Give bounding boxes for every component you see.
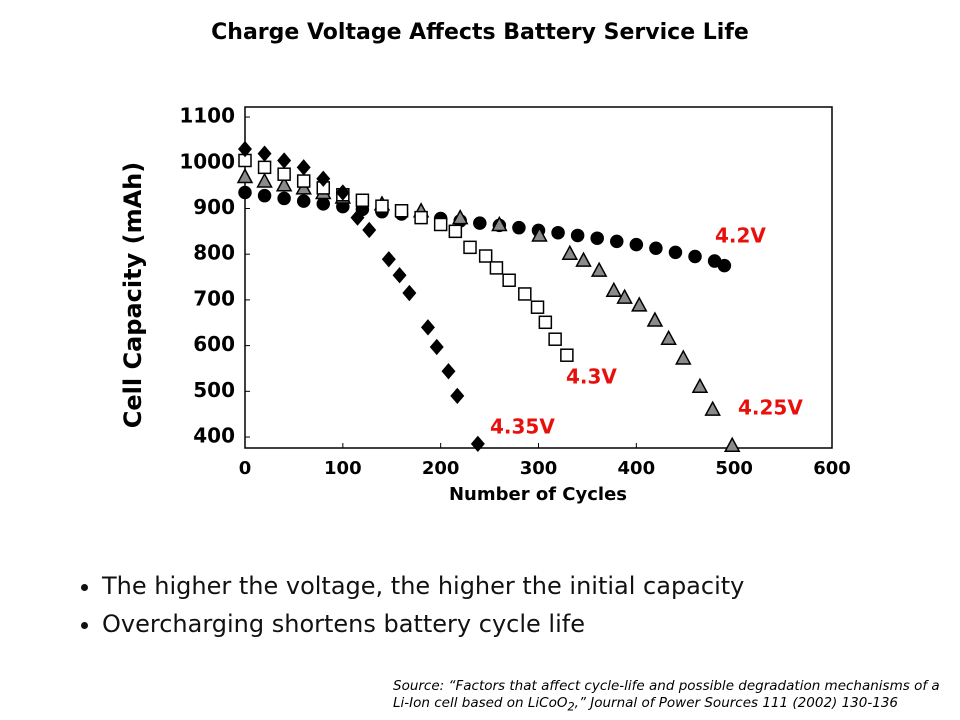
series-label: 4.2V [715, 224, 766, 248]
point [649, 241, 663, 255]
point [463, 240, 477, 255]
point [277, 152, 292, 169]
bullet: The higher the voltage, the higher the i… [102, 572, 744, 600]
point [478, 249, 493, 263]
point [414, 210, 428, 225]
point [590, 261, 608, 277]
point [238, 140, 252, 158]
point [631, 296, 648, 312]
point [605, 281, 623, 298]
x-tick-label: 300 [520, 458, 558, 479]
bullet: Overcharging shortens battery cycle life [102, 610, 744, 638]
point [350, 209, 365, 226]
point [704, 400, 721, 416]
point [420, 319, 435, 336]
point [688, 249, 702, 264]
y-tick-label: 700 [193, 286, 235, 310]
y-tick-label: 900 [193, 195, 235, 219]
point [629, 237, 644, 252]
point [675, 349, 692, 365]
point [257, 188, 272, 203]
bullet-list: The higher the voltage, the higher the i… [62, 572, 744, 648]
point [257, 145, 272, 162]
point [489, 261, 504, 275]
point [660, 329, 677, 346]
point [717, 258, 732, 273]
point [277, 167, 291, 181]
point [441, 363, 456, 380]
point [502, 273, 516, 287]
point [236, 167, 254, 184]
source-note: Source: “Factors that affect cycle-life … [393, 678, 953, 716]
point [590, 231, 604, 245]
x-tick-label: 400 [618, 458, 656, 479]
point [470, 435, 485, 453]
point [362, 221, 377, 239]
point [668, 245, 683, 260]
y-tick-label: 800 [193, 241, 235, 265]
point [277, 191, 291, 206]
point [491, 215, 508, 232]
point [561, 244, 579, 261]
series-label: 4.35V [490, 415, 555, 439]
point [530, 300, 545, 314]
x-tick-label: 100 [324, 458, 362, 479]
chart: Charge Voltage Affects Battery Service L… [119, 20, 851, 505]
y-tick-label: 1100 [179, 104, 235, 128]
x-tick-label: 500 [715, 458, 753, 479]
point [551, 225, 565, 240]
point [296, 194, 311, 208]
point [560, 348, 574, 362]
point [335, 184, 350, 201]
point [450, 387, 465, 405]
point [512, 220, 526, 235]
point [296, 174, 311, 188]
point [394, 204, 409, 218]
point [238, 185, 252, 200]
point [257, 160, 272, 175]
point [451, 209, 469, 225]
point [296, 159, 311, 176]
point [473, 216, 487, 230]
point [531, 226, 548, 242]
series-label: 4.3V [566, 365, 617, 389]
x-tick-label: 200 [422, 458, 460, 479]
point [429, 338, 444, 356]
point [316, 197, 331, 211]
point [375, 199, 389, 213]
point [392, 267, 407, 284]
point [256, 172, 273, 188]
y-tick-label: 1000 [179, 149, 235, 173]
point [646, 311, 664, 327]
point [616, 288, 633, 304]
point [538, 315, 553, 330]
series-label: 4.25V [738, 396, 803, 420]
source-text: Source: “Factors that affect cycle-life … [393, 678, 940, 711]
x-axis-label: Number of Cycles [449, 484, 627, 505]
point [381, 251, 396, 268]
x-tick-label: 0 [239, 458, 252, 479]
point [610, 234, 624, 249]
point [691, 377, 709, 394]
point [518, 287, 532, 301]
y-axis-label: Cell Capacity (mAh) [119, 162, 147, 428]
point [548, 332, 562, 346]
point [355, 193, 370, 207]
source-sub: 2 [567, 700, 575, 714]
source-text: ,” Journal of Power Sources 111 (2002) 1… [574, 695, 898, 711]
chart-title: Charge Voltage Affects Battery Service L… [211, 20, 749, 45]
point [402, 284, 417, 302]
point [723, 436, 741, 453]
point [316, 170, 331, 187]
y-tick-label: 600 [193, 332, 235, 356]
point [275, 176, 293, 192]
y-tick-label: 500 [193, 378, 235, 402]
point [575, 251, 592, 267]
point [433, 217, 448, 232]
y-tick-label: 400 [193, 424, 235, 448]
x-tick-label: 600 [813, 458, 851, 479]
point [570, 228, 585, 243]
point [448, 224, 463, 239]
